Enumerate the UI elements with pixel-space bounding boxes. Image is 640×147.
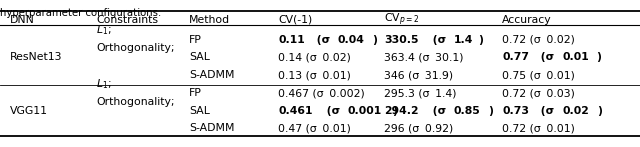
Text: VGG11: VGG11 [10,106,47,116]
Text: 363.4 (σ  30.1): 363.4 (σ 30.1) [384,52,463,62]
Text: Method: Method [189,15,230,25]
Text: (σ: (σ [429,106,448,116]
Text: hyperparameter configurations.: hyperparameter configurations. [0,8,161,18]
Text: ): ) [596,106,602,116]
Text: CV$_{p=2}$: CV$_{p=2}$ [384,12,419,28]
Text: (σ: (σ [429,35,448,45]
Text: ResNet13: ResNet13 [10,52,62,62]
Text: DNN: DNN [10,15,35,25]
Text: 0.77: 0.77 [502,52,529,62]
Text: ): ) [488,106,493,116]
Text: 0.02: 0.02 [562,106,589,116]
Text: ): ) [372,35,378,45]
Text: Orthogonality;: Orthogonality; [96,97,175,107]
Text: FP: FP [189,35,202,45]
Text: (σ: (σ [323,106,342,116]
Text: 0.72 (σ  0.01): 0.72 (σ 0.01) [502,123,575,133]
Text: ): ) [392,106,397,116]
Text: 0.461: 0.461 [278,106,313,116]
Text: Orthogonality;: Orthogonality; [96,43,175,53]
Text: ): ) [478,35,483,45]
Text: (σ: (σ [537,52,557,62]
Text: (σ: (σ [313,35,332,45]
Text: Accuracy: Accuracy [502,15,552,25]
Text: 0.72 (σ  0.02): 0.72 (σ 0.02) [502,35,575,45]
Text: S-ADMM: S-ADMM [189,70,234,80]
Text: 0.04: 0.04 [338,35,365,45]
Text: 0.01: 0.01 [562,52,589,62]
Text: 0.001: 0.001 [348,106,382,116]
Text: 0.47 (σ  0.01): 0.47 (σ 0.01) [278,123,351,133]
Text: S-ADMM: S-ADMM [189,123,234,133]
Text: FP: FP [189,88,202,98]
Text: 0.75 (σ  0.01): 0.75 (σ 0.01) [502,70,575,80]
Text: CV(-1): CV(-1) [278,15,313,25]
Text: 0.467 (σ  0.002): 0.467 (σ 0.002) [278,88,365,98]
Text: ): ) [596,52,602,62]
Text: 294.2: 294.2 [384,106,419,116]
Text: 0.72 (σ  0.03): 0.72 (σ 0.03) [502,88,575,98]
Text: Constraints: Constraints [96,15,158,25]
Text: SAL: SAL [189,106,210,116]
Text: 295.3 (σ  1.4): 295.3 (σ 1.4) [384,88,456,98]
Text: 1.4: 1.4 [453,35,473,45]
Text: 296 (σ  0.92): 296 (σ 0.92) [384,123,453,133]
Text: SAL: SAL [189,52,210,62]
Text: (σ: (σ [537,106,557,116]
Text: $L_1$;: $L_1$; [96,77,111,91]
Text: 0.85: 0.85 [454,106,480,116]
Text: 0.73: 0.73 [502,106,529,116]
Text: 0.14 (σ  0.02): 0.14 (σ 0.02) [278,52,351,62]
Text: $L_1$;: $L_1$; [96,23,111,37]
Text: 0.11: 0.11 [278,35,305,45]
Text: 346 (σ  31.9): 346 (σ 31.9) [384,70,453,80]
Text: 330.5: 330.5 [384,35,419,45]
Text: 0.13 (σ  0.01): 0.13 (σ 0.01) [278,70,351,80]
